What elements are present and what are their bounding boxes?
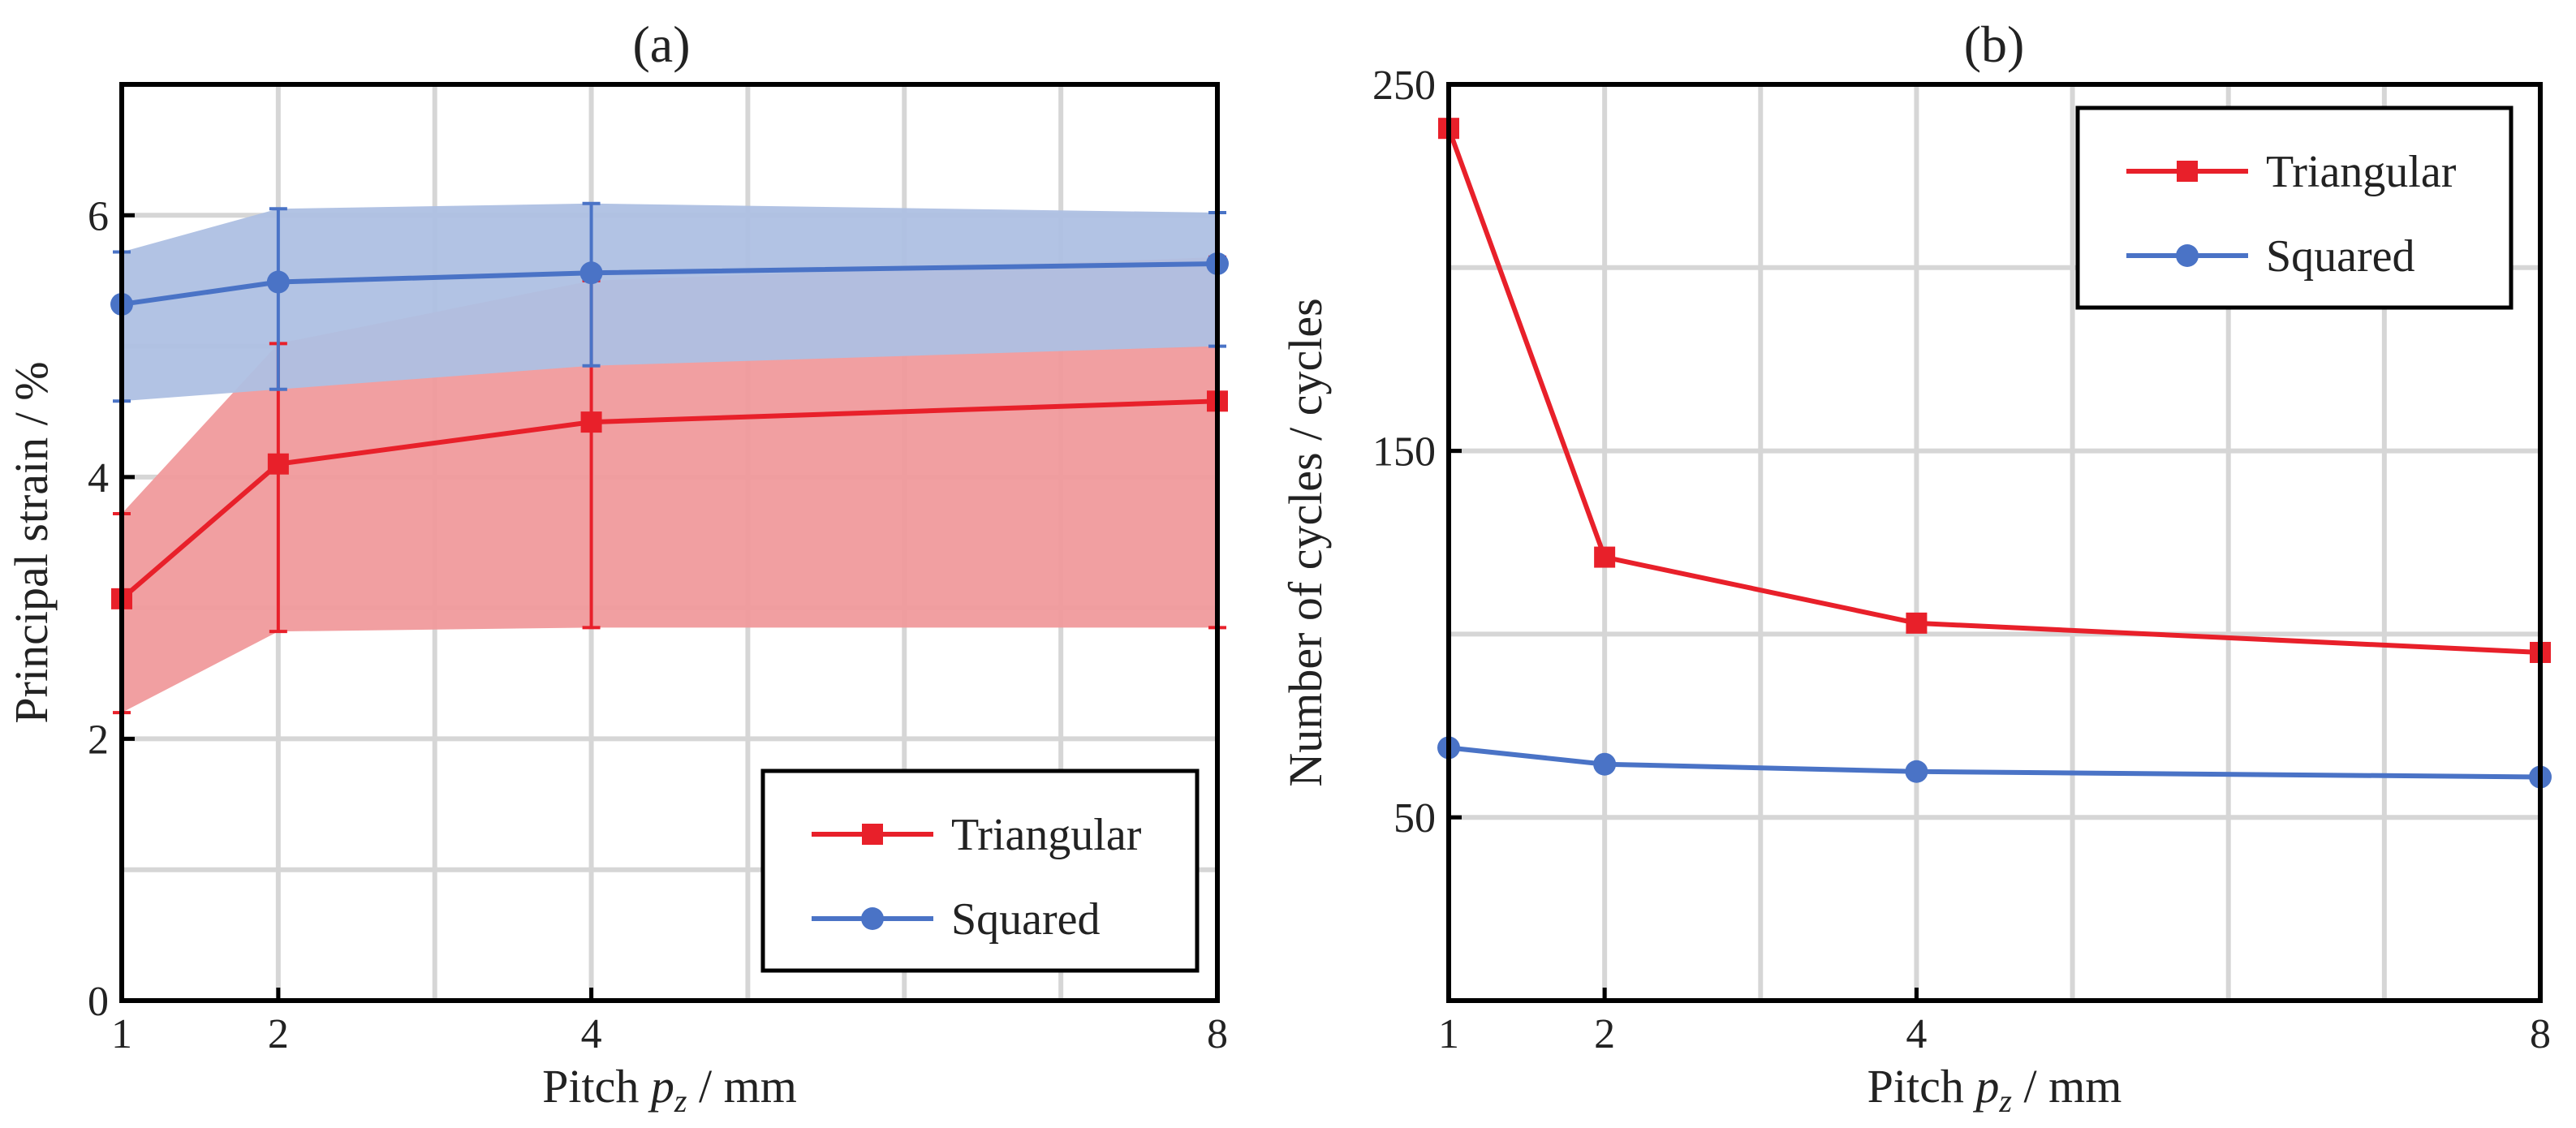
x-axis-label-suffix: / mm [687,1060,796,1113]
point-squared [1905,760,1928,783]
x-axis-label: Pitch pz / mm [542,1060,797,1119]
legend-label: Squared [2266,231,2415,282]
point-squared [1593,752,1617,776]
legend: Triangular Squared [2075,105,2514,310]
x-tick-label: 1 [111,1011,132,1057]
legend: Triangular Squared [760,769,1200,973]
plot-frame [119,82,1220,1003]
y-tick-label: 2 [88,717,109,763]
x-tick-label: 4 [581,1011,602,1057]
legend-entry-squared: Squared [812,894,1101,945]
panel-b: 50 150 250 1 2 4 8 (b) Pitch pz / mm Number of cy… [1279,15,2552,1119]
legend-marker-square [2177,161,2198,182]
line-triangular [120,398,1218,601]
x-axis-label-variable: p [648,1060,674,1113]
point-triangular [267,453,289,475]
x-tick-label: 8 [1207,1011,1228,1057]
legend-label: Squared [951,894,1101,945]
x-axis-label-variable: p [1972,1060,1999,1113]
panel-title: (a) [632,15,690,73]
y-tick-label: 4 [88,455,109,502]
y-axis-label: Principal strain / % [5,361,58,723]
legend-entry-triangular: Triangular [2126,147,2457,197]
point-triangular [1906,612,1928,634]
legend-marker-circle [2176,244,2199,267]
y-axis-label: Number of cycles / cycles [1279,298,1332,786]
line-squared [121,260,1218,307]
panel-title: (b) [1964,15,2025,73]
y-tick-label: 6 [88,193,109,239]
x-axis-label-prefix: Pitch [542,1060,651,1113]
y-tick-label: 250 [1372,62,1436,109]
point-squared [266,270,290,294]
legend-marker-square [862,824,883,845]
x-tick-label: 4 [1906,1011,1927,1057]
panel-a: 0 2 4 6 1 2 4 8 (a) Pitch pz / mm Principal strain… [5,15,1229,1119]
x-tick-label: 1 [1438,1011,1459,1057]
x-axis-label-suffix: / mm [2012,1060,2122,1113]
legend-label: Triangular [951,810,1142,860]
point-squared [579,261,603,285]
legend-entry-triangular: Triangular [812,810,1142,860]
y-tick-label: 150 [1372,429,1436,476]
legend-box [2075,105,2514,310]
x-tick-label: 2 [268,1011,289,1057]
x-axis-label: Pitch pz / mm [1867,1060,2122,1119]
y-tick-label: 50 [1394,795,1436,842]
x-axis-label-subscript: z [674,1083,687,1119]
y-tick-label: 0 [88,979,109,1025]
band-squared [122,203,1217,402]
line-triangular [1446,127,2541,655]
legend-marker-circle [861,907,884,930]
x-tick-label: 2 [1594,1011,1615,1057]
x-tick-label: 8 [2530,1011,2551,1057]
point-triangular [1594,546,1616,568]
x-axis-label-subscript: z [1998,1083,2012,1119]
plot-frame [1446,82,2543,1003]
legend-label: Triangular [2266,147,2457,197]
legend-entry-squared: Squared [2126,231,2415,282]
x-axis-label-prefix: Pitch [1867,1060,1976,1113]
point-triangular [580,411,602,433]
legend-box [760,769,1200,973]
line-squared [1448,745,2541,780]
